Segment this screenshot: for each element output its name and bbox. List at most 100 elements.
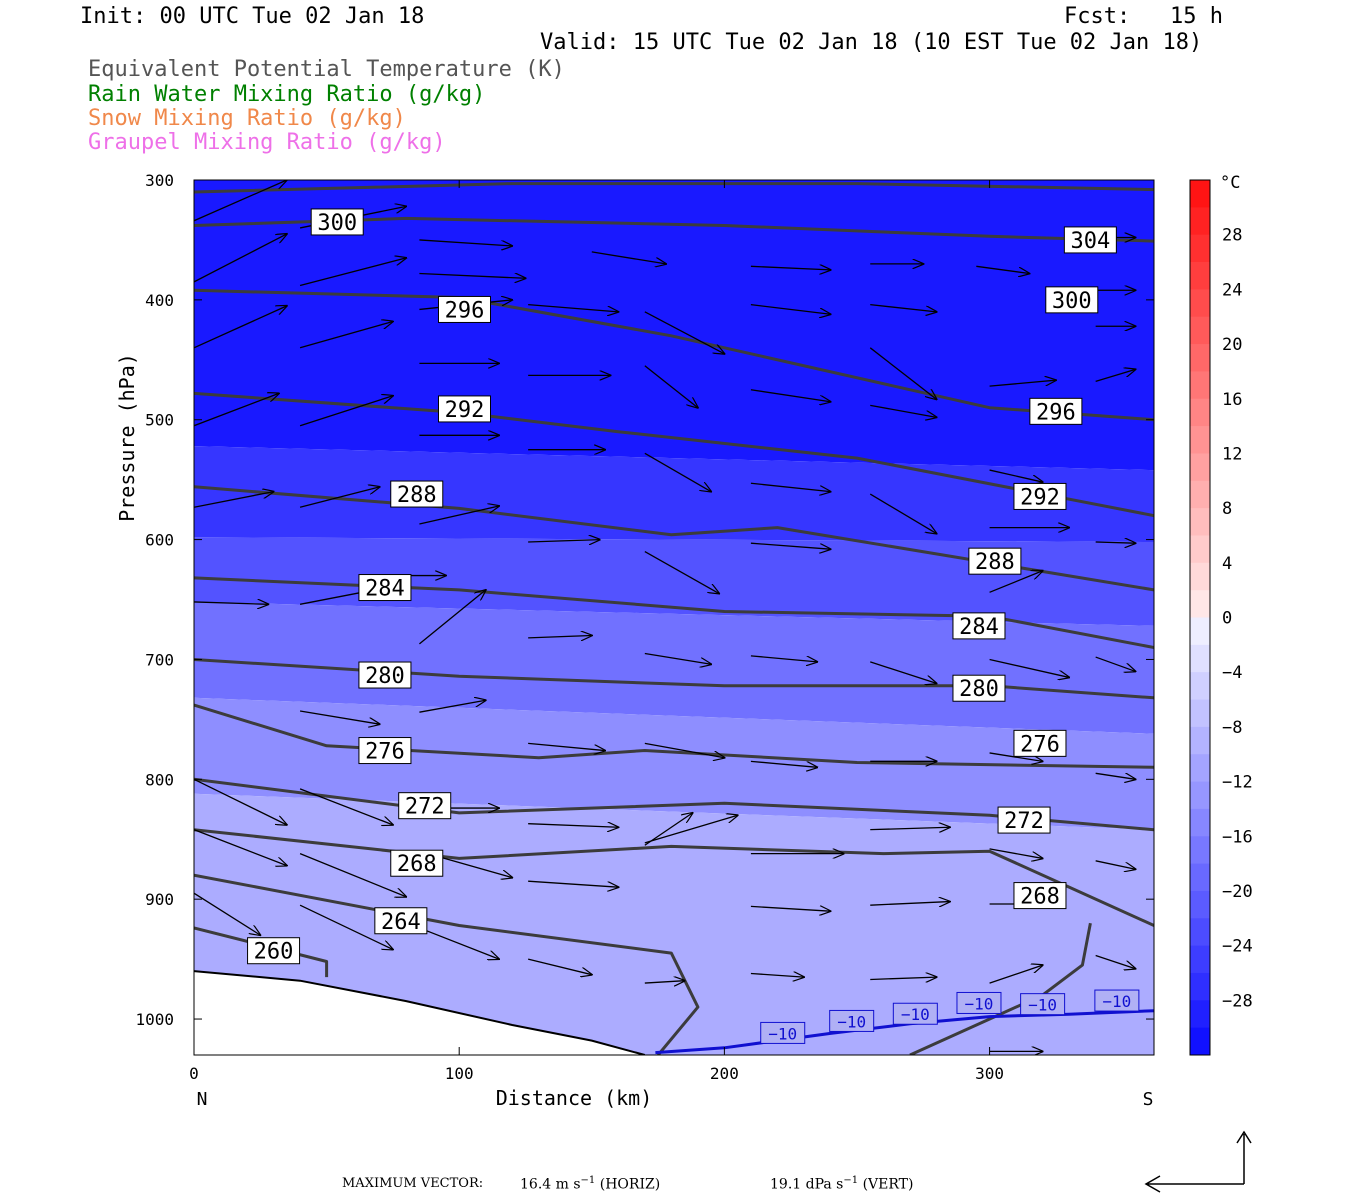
isotherm-label: −10 — [901, 1005, 930, 1024]
theta-e-label-box — [952, 674, 1006, 702]
theta-e-label-box — [358, 574, 412, 602]
wind-vector — [419, 239, 512, 246]
wind-vector — [528, 824, 618, 828]
colorbar-segment — [1190, 972, 1210, 1001]
wind-vector — [194, 180, 287, 222]
wind-vector — [419, 273, 525, 278]
x-tick-label: 300 — [975, 1064, 1004, 1083]
wind-vector — [194, 602, 268, 604]
theta-e-label-box — [1013, 882, 1067, 910]
colorbar-segment — [1190, 398, 1210, 427]
y-tick-label: 800 — [145, 770, 174, 789]
wind-vector — [528, 540, 600, 542]
terrain — [194, 970, 646, 1055]
theta-e-label: 292 — [1020, 485, 1060, 510]
wind-vector — [194, 778, 287, 825]
theta-e-label-box — [1063, 226, 1117, 254]
wind-vector — [750, 906, 831, 911]
colorbar-segment — [1190, 371, 1210, 400]
colorbar-tick-label: −4 — [1222, 663, 1242, 683]
wind-vector — [644, 742, 725, 757]
colorbar-segment — [1190, 644, 1210, 673]
wind-vector — [989, 658, 1070, 677]
colorbar-tick-label: 24 — [1222, 280, 1242, 300]
wind-vector — [989, 571, 1043, 593]
wind-vector — [989, 752, 1043, 761]
wind-vector — [870, 661, 936, 684]
wind-vector — [1095, 369, 1136, 382]
isotherm-label-box — [829, 1009, 875, 1032]
wind-vector — [1095, 772, 1136, 779]
vert-value: 19.1 dPa s — [770, 1176, 844, 1193]
colorbar-segment — [1190, 617, 1210, 646]
wind-vector — [299, 396, 393, 427]
wind-vector — [194, 892, 260, 935]
colorbar-tick-label: −16 — [1222, 827, 1253, 847]
colorbar-segment — [1190, 316, 1210, 345]
y-tick-label: 1000 — [135, 1010, 174, 1029]
wind-vector — [869, 493, 936, 534]
wind-vector — [591, 251, 666, 264]
theta-e-label-box — [358, 661, 412, 689]
wind-vector — [299, 487, 380, 508]
wind-vector — [870, 304, 936, 312]
colorbar-tick-label: 28 — [1222, 226, 1242, 246]
colorbar-tick-label: 16 — [1222, 390, 1242, 410]
isotherm-label: −10 — [1102, 992, 1131, 1011]
theta-e-label-box — [952, 612, 1006, 640]
max-vector-horiz: 16.4 m s−1 (HORIZ) — [520, 1175, 660, 1193]
forecast-hour: Fcst: 15 h — [1064, 4, 1223, 29]
x-axis-label: Distance (km) — [496, 1086, 653, 1110]
theta-e-contour — [194, 873, 700, 1055]
wind-vector — [1095, 656, 1136, 671]
isotherm-label: −10 — [1028, 996, 1057, 1015]
wind-vector — [989, 848, 1043, 859]
wind-vector — [299, 788, 393, 825]
colorbar-segment — [1190, 1000, 1210, 1029]
colorbar-segment — [1190, 863, 1210, 892]
colorbar-segment — [1190, 508, 1210, 536]
wind-vector — [869, 347, 936, 400]
y-tick-label: 600 — [145, 531, 174, 550]
colorbar-segment — [1190, 426, 1210, 454]
theta-e-contour — [194, 926, 329, 978]
wind-vector — [528, 635, 592, 637]
temperature-band — [194, 180, 1154, 471]
isotherm-label: −10 — [965, 994, 994, 1013]
colorbar-segment — [1190, 945, 1210, 974]
colorbar-tick-label: 8 — [1222, 499, 1232, 519]
colorbar-segment — [1190, 890, 1210, 919]
wind-vector — [299, 258, 406, 287]
wind-vector — [194, 306, 287, 349]
y-tick-label: 900 — [145, 890, 174, 909]
isotherm-label: −10 — [837, 1012, 866, 1031]
isotherm-label-box — [892, 1002, 938, 1025]
colorbar-tick-label: 0 — [1222, 609, 1232, 629]
colorbar: 28 24 20 16 12 8 4 0 −4 −8 −12 −16 −20 −24 −28 °C — [1189, 173, 1253, 1056]
wind-vector — [644, 551, 719, 594]
colorbar-tick-label: −8 — [1222, 718, 1242, 738]
colorbar-segment — [1190, 262, 1210, 290]
theta-e-label: 284 — [365, 577, 405, 602]
wind-vector — [870, 404, 936, 417]
wind-vector — [989, 469, 1043, 482]
wind-vector — [750, 542, 831, 549]
terrain-fill — [194, 971, 645, 1055]
horiz-value: 16.4 m s — [520, 1176, 581, 1193]
theta-e-labels: 300 304 296 300 292 296 288 292 284 288 280 284 276 2… — [247, 208, 1117, 965]
wind-vector — [528, 304, 618, 312]
colorbar-segment — [1190, 808, 1210, 837]
y-tick-label: 300 — [145, 171, 174, 190]
colorbar-segment — [1190, 836, 1210, 865]
theta-e-label: 276 — [365, 740, 405, 765]
theta-e-label: 284 — [959, 615, 999, 640]
legend-graupel: Graupel Mixing Ratio (g/kg) — [88, 130, 446, 155]
x-tick-label: 200 — [710, 1064, 739, 1083]
init-time: Init: 00 UTC Tue 02 Jan 18 — [80, 4, 425, 29]
colorbar-segment — [1190, 590, 1210, 618]
colorbar-segment — [1190, 234, 1210, 263]
wind-vector — [750, 973, 804, 977]
isotherm-label-box — [760, 1021, 806, 1044]
theta-e-label: 276 — [1020, 732, 1060, 757]
theta-e-contour — [194, 182, 1154, 194]
